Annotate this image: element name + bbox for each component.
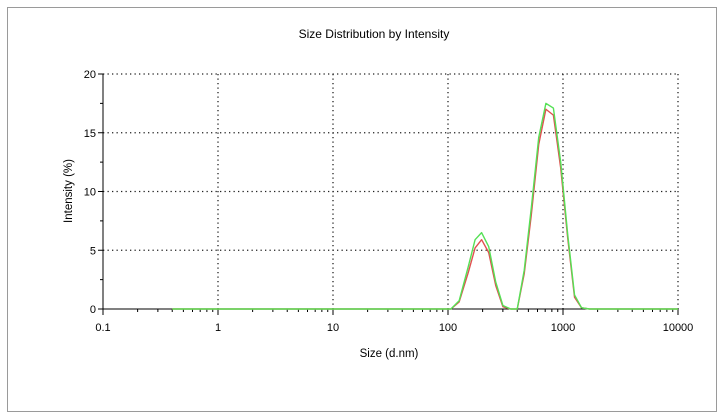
x-tick-label: 1000 [551,322,575,334]
series-line-1 [172,108,678,310]
x-axis-label: Size (d.nm) [360,348,419,360]
y-tick-label: 15 [84,128,96,140]
x-tick-label: 10 [327,322,339,334]
x-tick-label: 0.1 [95,322,110,334]
x-tick-label: 100 [439,322,457,334]
x-tick-label: 10000 [663,322,694,334]
grid [103,73,679,309]
chart-title: Size Distribution by Intensity [299,27,450,41]
x-tick-labels: 0.1 1 10 100 1000 10000 [95,322,693,334]
series-lines [172,102,678,310]
series-line-2 [172,102,678,310]
y-tick-labels: 0 5 10 15 20 [84,69,96,316]
tick-marks [98,73,679,315]
y-axis-label: Intensity (%) [63,159,75,223]
y-tick-label: 0 [90,304,96,316]
y-tick-label: 20 [84,69,96,81]
x-tick-label: 1 [215,322,221,334]
y-tick-label: 5 [90,245,96,257]
y-tick-label: 10 [84,187,96,199]
